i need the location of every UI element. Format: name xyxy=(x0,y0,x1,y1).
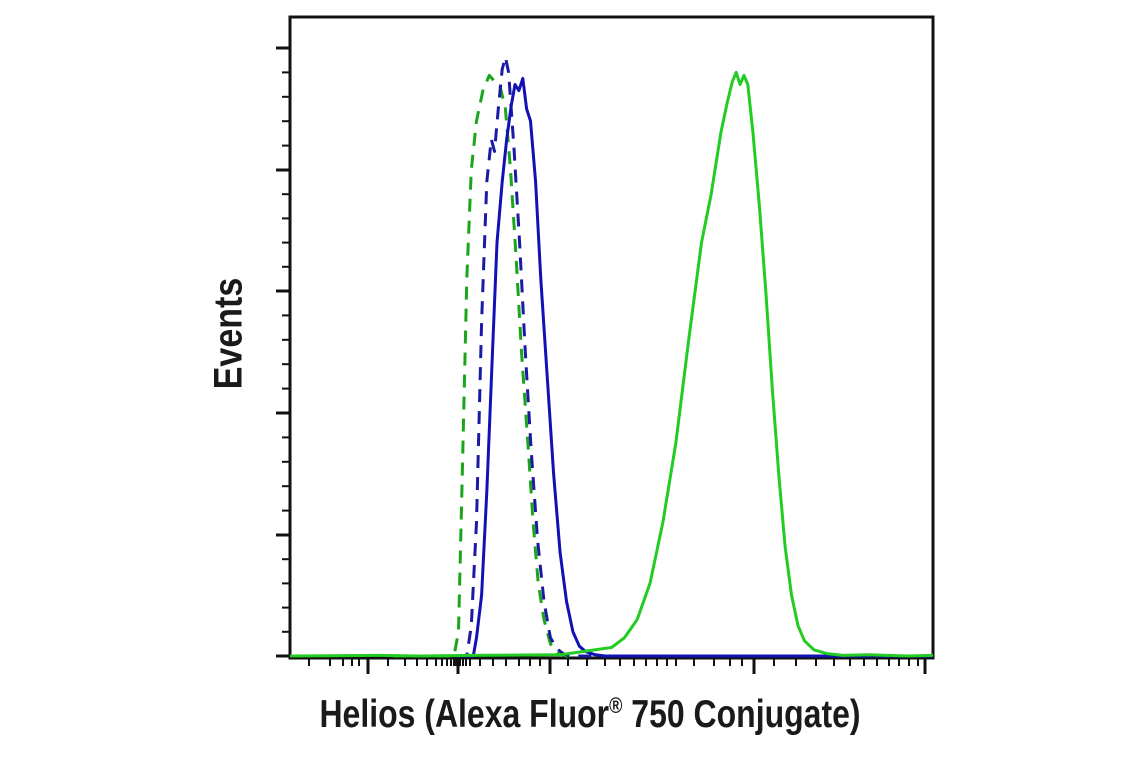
histogram-series-2 xyxy=(457,55,644,658)
x-axis-label-main: Helios (Alexa Fluor xyxy=(319,693,610,736)
x-axis-label: Helios (Alexa Fluor® 750 Conjugate) xyxy=(213,693,967,737)
x-axis-label-registered-mark: ® xyxy=(609,693,623,718)
histogram-series-3 xyxy=(460,76,933,658)
x-axis-ticks xyxy=(308,658,927,674)
x-axis-label-rest: 750 Conjugate) xyxy=(622,693,861,736)
histogram-series-4 xyxy=(289,70,934,658)
y-axis-label: Events xyxy=(206,277,251,390)
histogram-series-1 xyxy=(392,73,644,658)
plot-frame xyxy=(288,15,935,660)
y-axis-ticks xyxy=(276,46,290,658)
histogram-series xyxy=(289,55,934,658)
